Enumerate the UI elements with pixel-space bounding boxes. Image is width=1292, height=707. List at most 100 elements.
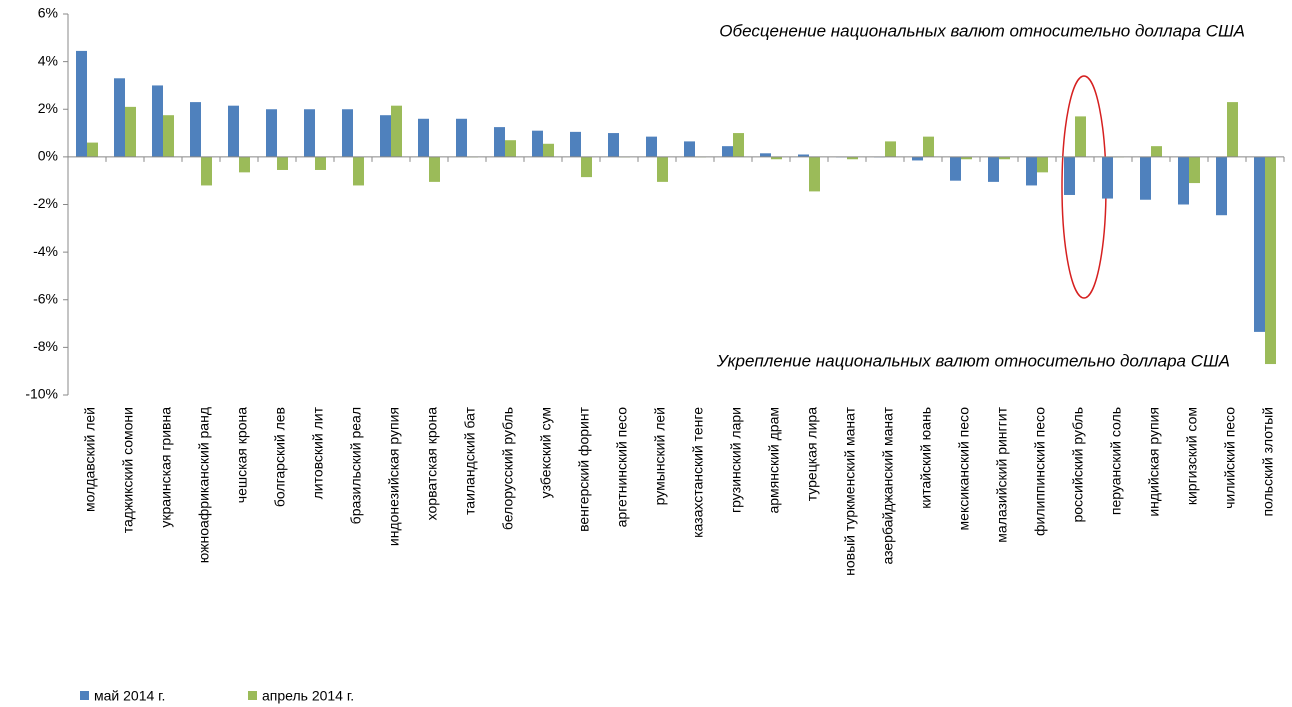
y-tick-label: 4% xyxy=(38,52,58,68)
bar xyxy=(771,156,782,160)
bar xyxy=(315,156,326,170)
bar xyxy=(532,130,543,157)
bar xyxy=(505,140,516,157)
x-tick-label: бразильский реал xyxy=(348,407,364,524)
x-tick-label: малазийский ринггит xyxy=(994,406,1010,542)
bar xyxy=(923,136,934,157)
bar xyxy=(429,156,440,182)
legend-label: апрель 2014 г. xyxy=(262,688,354,704)
annotation: Укрепление национальных валют относитель… xyxy=(716,351,1230,370)
x-tick-label: чешская крона xyxy=(234,407,250,503)
bar xyxy=(847,156,858,160)
x-tick-label: венгерский форинт xyxy=(576,406,592,531)
x-tick-label: киргизский сом xyxy=(1184,407,1200,505)
x-tick-label: чилийский песо xyxy=(1222,407,1238,509)
bar xyxy=(657,156,668,182)
bar xyxy=(1265,156,1276,365)
bar xyxy=(809,156,820,192)
y-tick-label: -6% xyxy=(33,290,58,306)
x-tick-label: перуанский соль xyxy=(1108,407,1124,515)
bar xyxy=(1026,156,1037,186)
bar xyxy=(570,131,581,157)
bar xyxy=(1064,156,1075,195)
bar xyxy=(1037,156,1048,173)
x-tick-label: южноафриканский ранд xyxy=(196,407,212,563)
bar xyxy=(646,136,657,157)
x-tick-label: литовский лит xyxy=(310,406,326,499)
x-tick-label: российский рубль xyxy=(1070,407,1086,523)
bar xyxy=(163,115,174,157)
x-tick-label: филиппинский песо xyxy=(1032,407,1048,536)
bar xyxy=(1140,156,1151,200)
bar xyxy=(201,156,212,186)
bar xyxy=(760,153,771,157)
bar xyxy=(581,156,592,178)
annotation: Обесценение национальных валют относител… xyxy=(719,21,1245,40)
x-tick-label: новый туркменский манат xyxy=(842,406,858,575)
x-tick-label: хорватская крона xyxy=(424,407,440,521)
x-tick-label: болгарский лев xyxy=(272,407,288,507)
bar xyxy=(391,105,402,157)
bar xyxy=(494,127,505,157)
x-tick-label: мексиканский песо xyxy=(956,407,972,531)
x-tick-label: белорусский рубль xyxy=(500,407,516,530)
bar xyxy=(961,156,972,160)
x-tick-label: аргетнинский песо xyxy=(614,407,630,528)
bar xyxy=(999,156,1010,160)
bar xyxy=(239,156,250,173)
y-tick-label: -8% xyxy=(33,338,58,354)
x-tick-label: польский злотый xyxy=(1260,407,1276,517)
bar xyxy=(304,109,315,157)
x-tick-label: грузинский лари xyxy=(728,407,744,513)
bar xyxy=(152,85,163,157)
bar xyxy=(543,143,554,157)
bar xyxy=(277,156,288,170)
bar xyxy=(456,118,467,157)
x-tick-label: индийская рупия xyxy=(1146,407,1162,517)
bar xyxy=(684,141,695,157)
bar xyxy=(1075,116,1086,157)
bar xyxy=(76,50,87,157)
x-tick-label: армянский драм xyxy=(766,407,782,514)
x-tick-label: молдавский лей xyxy=(82,407,98,512)
bar xyxy=(950,156,961,181)
bar xyxy=(114,78,125,157)
y-tick-label: -2% xyxy=(33,195,58,211)
x-tick-label: турецкая лира xyxy=(804,407,820,501)
bar xyxy=(885,141,896,157)
y-tick-label: 2% xyxy=(38,100,58,116)
bar xyxy=(988,156,999,182)
x-tick-label: украинская гривна xyxy=(158,407,174,528)
bar xyxy=(342,109,353,157)
bar xyxy=(125,106,136,157)
bar xyxy=(353,156,364,186)
x-tick-label: узбекский сум xyxy=(538,407,554,498)
bar xyxy=(87,142,98,157)
bar xyxy=(1189,156,1200,184)
bar xyxy=(1216,156,1227,216)
bar xyxy=(798,154,809,157)
bar xyxy=(380,115,391,157)
y-tick-label: -4% xyxy=(33,243,58,259)
bar xyxy=(1151,146,1162,157)
bar xyxy=(1227,102,1238,157)
bar xyxy=(1254,156,1265,332)
legend-swatch xyxy=(248,691,257,700)
legend-label: май 2014 г. xyxy=(94,688,165,704)
bar xyxy=(722,146,733,157)
x-tick-label: азербайджанский манат xyxy=(880,406,896,564)
bar xyxy=(1178,156,1189,205)
bar xyxy=(418,118,429,157)
x-tick-label: индонезийская рупия xyxy=(386,407,402,546)
y-tick-label: 0% xyxy=(38,148,58,164)
bar xyxy=(266,109,277,157)
y-tick-label: 6% xyxy=(38,5,58,21)
bar xyxy=(190,102,201,157)
bar xyxy=(608,133,619,157)
bar xyxy=(228,105,239,157)
bar xyxy=(912,156,923,161)
y-tick-label: -10% xyxy=(25,386,58,402)
legend-swatch xyxy=(80,691,89,700)
x-tick-label: казахстанский тенге xyxy=(690,407,706,538)
